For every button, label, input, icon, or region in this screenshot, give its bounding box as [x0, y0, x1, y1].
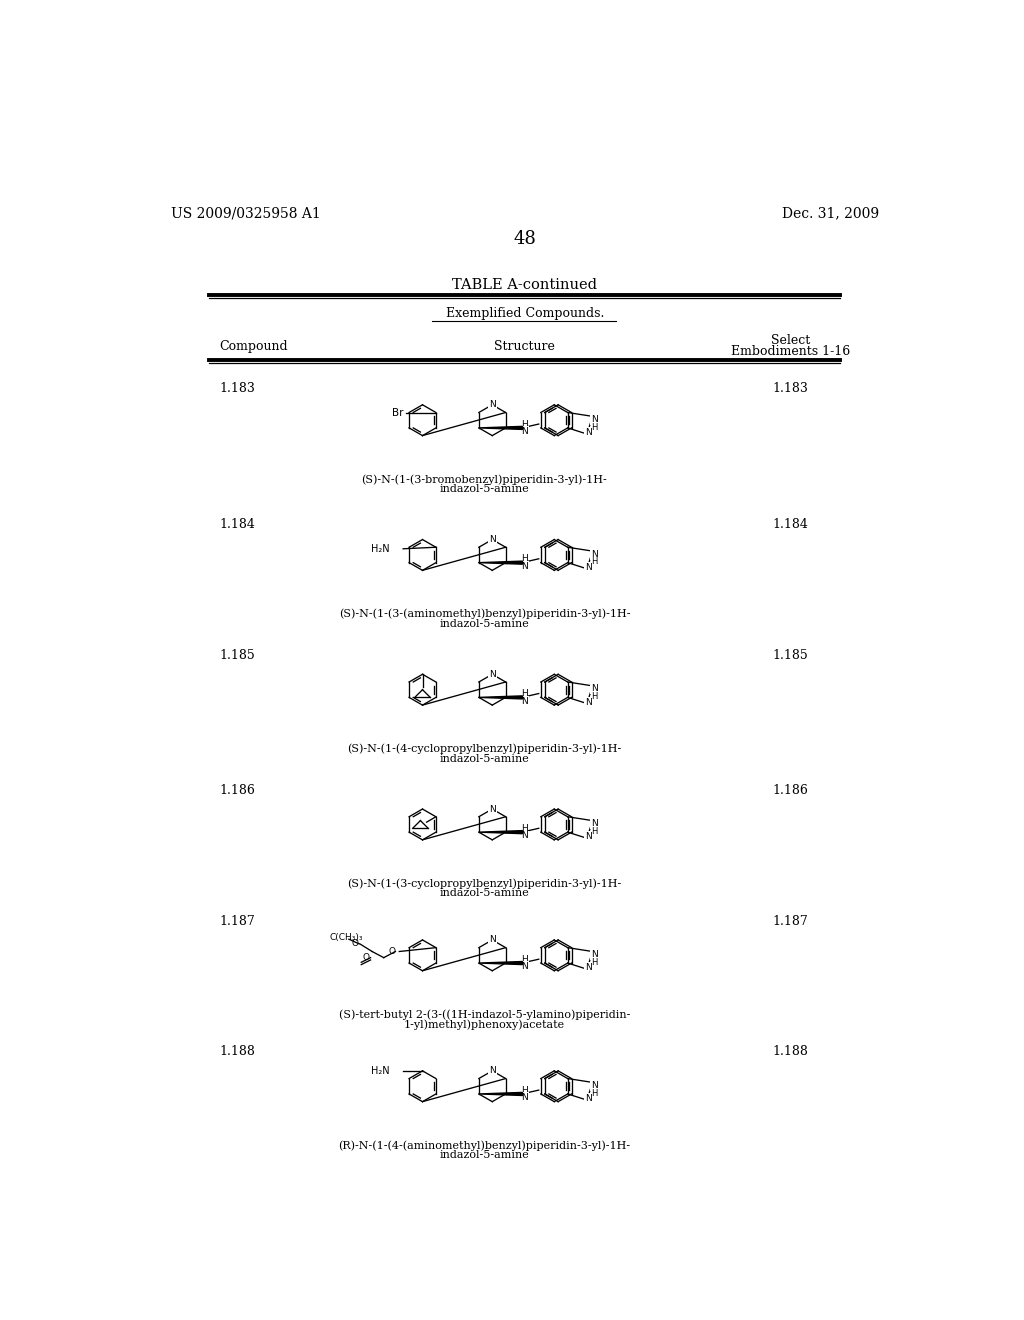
Text: indazol-5-amine: indazol-5-amine	[439, 619, 529, 628]
Text: 1.188: 1.188	[773, 1045, 809, 1059]
Text: N: N	[488, 400, 496, 409]
Text: N: N	[521, 832, 528, 841]
Text: 1.183: 1.183	[219, 381, 255, 395]
Text: N: N	[488, 535, 496, 544]
Text: 1.187: 1.187	[773, 915, 809, 928]
Text: Select: Select	[771, 334, 810, 347]
Text: TABLE A-continued: TABLE A-continued	[453, 277, 597, 292]
Text: N: N	[521, 697, 528, 706]
Text: N: N	[586, 697, 592, 706]
Text: N: N	[591, 950, 597, 960]
Text: (R)-N-(1-(4-(aminomethyl)benzyl)piperidin-3-yl)-1H-: (R)-N-(1-(4-(aminomethyl)benzyl)piperidi…	[339, 1140, 631, 1151]
Text: O: O	[388, 946, 395, 956]
Text: (S)-tert-butyl 2-(3-((1H-indazol-5-ylamino)piperidin-: (S)-tert-butyl 2-(3-((1H-indazol-5-ylami…	[339, 1010, 630, 1020]
Text: N: N	[591, 549, 597, 558]
Text: 48: 48	[513, 230, 537, 248]
Text: 1.186: 1.186	[773, 784, 809, 797]
Text: US 2009/0325958 A1: US 2009/0325958 A1	[171, 206, 321, 220]
Text: H₂N: H₂N	[372, 1065, 390, 1076]
Text: 1.188: 1.188	[219, 1045, 255, 1059]
Polygon shape	[479, 696, 522, 700]
Text: H: H	[591, 692, 597, 701]
Text: N: N	[586, 428, 592, 437]
Text: H: H	[521, 824, 528, 833]
Text: N: N	[586, 964, 592, 972]
Text: Br: Br	[391, 408, 403, 417]
Text: N: N	[591, 820, 597, 828]
Text: H: H	[521, 689, 528, 698]
Text: N: N	[521, 428, 528, 436]
Text: Compound: Compound	[219, 341, 288, 354]
Text: 1.184: 1.184	[773, 517, 809, 531]
Polygon shape	[479, 426, 522, 429]
Text: (S)-N-(1-(4-cyclopropylbenzyl)piperidin-3-yl)-1H-: (S)-N-(1-(4-cyclopropylbenzyl)piperidin-…	[347, 743, 622, 754]
Text: 1-yl)methyl)phenoxy)acetate: 1-yl)methyl)phenoxy)acetate	[403, 1019, 565, 1030]
Text: (S)-N-(1-(3-bromobenzyl)piperidin-3-yl)-1H-: (S)-N-(1-(3-bromobenzyl)piperidin-3-yl)-…	[361, 474, 607, 484]
Text: H: H	[591, 826, 597, 836]
Text: indazol-5-amine: indazol-5-amine	[439, 754, 529, 763]
Text: N: N	[521, 1093, 528, 1102]
Text: H: H	[591, 557, 597, 566]
Text: 1.187: 1.187	[219, 915, 255, 928]
Text: 1.185: 1.185	[219, 649, 255, 661]
Text: N: N	[586, 1094, 592, 1104]
Text: Exemplified Compounds.: Exemplified Compounds.	[445, 308, 604, 319]
Text: Dec. 31, 2009: Dec. 31, 2009	[782, 206, 879, 220]
Text: N: N	[488, 805, 496, 813]
Text: indazol-5-amine: indazol-5-amine	[439, 888, 529, 899]
Text: 1.184: 1.184	[219, 517, 255, 531]
Text: N: N	[521, 962, 528, 972]
Text: H: H	[591, 1089, 597, 1098]
Text: (S)-N-(1-(3-cyclopropylbenzyl)piperidin-3-yl)-1H-: (S)-N-(1-(3-cyclopropylbenzyl)piperidin-…	[347, 878, 622, 888]
Polygon shape	[479, 561, 522, 564]
Text: 1.185: 1.185	[773, 649, 809, 661]
Text: Embodiments 1-16: Embodiments 1-16	[731, 345, 850, 358]
Text: N: N	[521, 562, 528, 572]
Polygon shape	[479, 1093, 522, 1096]
Text: Structure: Structure	[495, 341, 555, 354]
Text: N: N	[591, 685, 597, 693]
Text: H: H	[591, 958, 597, 966]
Text: N: N	[488, 1067, 496, 1076]
Text: C(CH₃)₃: C(CH₃)₃	[329, 933, 362, 942]
Text: H: H	[591, 422, 597, 432]
Text: H: H	[521, 1085, 528, 1094]
Text: 1.186: 1.186	[219, 784, 255, 797]
Text: N: N	[591, 1081, 597, 1090]
Text: (S)-N-(1-(3-(aminomethyl)benzyl)piperidin-3-yl)-1H-: (S)-N-(1-(3-(aminomethyl)benzyl)piperidi…	[339, 609, 630, 619]
Text: O: O	[362, 953, 370, 962]
Text: H: H	[521, 420, 528, 429]
Text: N: N	[488, 936, 496, 944]
Text: 1.183: 1.183	[773, 381, 809, 395]
Text: H₂N: H₂N	[372, 544, 390, 554]
Text: O: O	[352, 940, 359, 948]
Polygon shape	[479, 961, 522, 965]
Text: N: N	[488, 669, 496, 678]
Text: N: N	[586, 562, 592, 572]
Text: H: H	[521, 954, 528, 964]
Text: indazol-5-amine: indazol-5-amine	[439, 1150, 529, 1160]
Polygon shape	[479, 830, 522, 834]
Text: N: N	[591, 414, 597, 424]
Text: N: N	[586, 833, 592, 841]
Text: indazol-5-amine: indazol-5-amine	[439, 484, 529, 494]
Text: H: H	[521, 554, 528, 564]
